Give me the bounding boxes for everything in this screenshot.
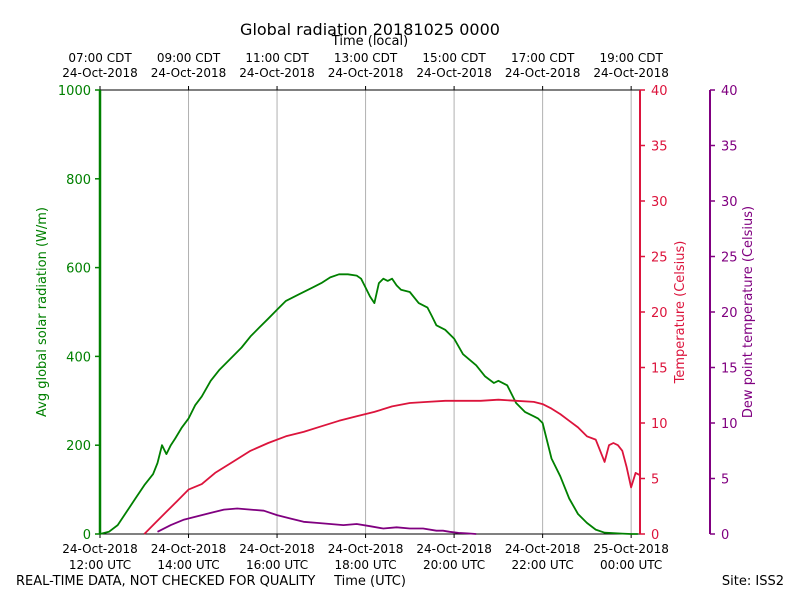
dewpoint-tick-label: 25 xyxy=(721,251,738,266)
radiation-tick-label: 1000 xyxy=(58,84,91,99)
dewpoint-tick-label: 15 xyxy=(721,362,738,377)
x-tick-label-date: 24-Oct-2018 xyxy=(505,542,581,556)
temperature-tick-label: 35 xyxy=(651,140,668,155)
temperature-tick-label: 10 xyxy=(651,417,668,432)
quality-disclaimer: REAL-TIME DATA, NOT CHECKED FOR QUALITY xyxy=(16,574,316,589)
x-tick-label-time: 20:00 UTC xyxy=(423,558,485,572)
x-tick-label-date: 24-Oct-2018 xyxy=(328,542,404,556)
x-tick-label-date: 24-Oct-2018 xyxy=(151,542,227,556)
top-tick-label-time: 13:00 CDT xyxy=(334,51,398,65)
temperature-tick-label: 30 xyxy=(651,195,668,210)
chart-title: Global radiation 20181025 0000 xyxy=(240,20,500,39)
radiation-series-line xyxy=(99,273,638,535)
dewpoint-tick-label: 40 xyxy=(721,84,738,99)
site-label: Site: ISS2 xyxy=(721,574,784,589)
top-tick-label-date: 24-Oct-2018 xyxy=(151,66,227,80)
top-tick-label-date: 24-Oct-2018 xyxy=(593,66,669,80)
x-tick-label-time: 14:00 UTC xyxy=(157,558,219,572)
dewpoint-axis-label: Dew point temperature (Celsius) xyxy=(741,206,756,418)
top-tick-label-time: 17:00 CDT xyxy=(511,51,575,65)
x-tick-label-time: 16:00 UTC xyxy=(246,558,308,572)
temperature-tick-label: 0 xyxy=(651,528,659,543)
x-tick-label-time: 18:00 UTC xyxy=(334,558,396,572)
top-tick-label-time: 15:00 CDT xyxy=(422,51,486,65)
dewpoint-tick-label: 30 xyxy=(721,195,738,210)
x-tick-label-time: 00:00 UTC xyxy=(600,558,662,572)
dewpoint-tick-label: 5 xyxy=(721,473,729,488)
temperature-series-line xyxy=(143,398,641,535)
dewpoint-series-line xyxy=(157,507,477,535)
radiation-tick-label: 0 xyxy=(83,528,91,543)
top-tick-label-date: 24-Oct-2018 xyxy=(62,66,138,80)
x-tick-label-date: 24-Oct-2018 xyxy=(416,542,492,556)
top-tick-label-date: 24-Oct-2018 xyxy=(239,66,315,80)
dewpoint-tick-label: 0 xyxy=(721,528,729,543)
radiation-tick-label: 600 xyxy=(66,262,91,277)
radiation-axis-label: Avg global solar radiation (W/m) xyxy=(35,207,50,417)
top-tick-label-time: 09:00 CDT xyxy=(157,51,221,65)
temperature-tick-label: 5 xyxy=(651,473,659,488)
dewpoint-tick-label: 10 xyxy=(721,417,738,432)
temperature-tick-label: 20 xyxy=(651,306,668,321)
dewpoint-tick-label: 20 xyxy=(721,306,738,321)
top-axis-title: Time (local) xyxy=(331,34,409,49)
top-tick-label-date: 24-Oct-2018 xyxy=(328,66,404,80)
top-tick-label-date: 24-Oct-2018 xyxy=(505,66,581,80)
temperature-axis-label: Temperature (Celsius) xyxy=(673,241,688,385)
x-tick-label-time: 12:00 UTC xyxy=(69,558,131,572)
x-tick-label-time: 22:00 UTC xyxy=(512,558,574,572)
dewpoint-tick-label: 35 xyxy=(721,140,738,155)
top-tick-label-time: 19:00 CDT xyxy=(599,51,663,65)
bottom-axis-title: Time (UTC) xyxy=(334,574,406,589)
temperature-tick-label: 15 xyxy=(651,362,668,377)
x-tick-label-date: 24-Oct-2018 xyxy=(62,542,138,556)
temperature-tick-label: 25 xyxy=(651,251,668,266)
radiation-tick-label: 800 xyxy=(66,173,91,188)
top-tick-label-time: 11:00 CDT xyxy=(245,51,309,65)
top-tick-label-time: 07:00 CDT xyxy=(68,51,132,65)
temperature-tick-label: 40 xyxy=(651,84,668,99)
x-tick-label-date: 24-Oct-2018 xyxy=(239,542,315,556)
x-tick-label-date: 25-Oct-2018 xyxy=(593,542,669,556)
radiation-tick-label: 400 xyxy=(66,350,91,365)
radiation-tick-label: 200 xyxy=(66,439,91,454)
top-tick-label-date: 24-Oct-2018 xyxy=(416,66,492,80)
